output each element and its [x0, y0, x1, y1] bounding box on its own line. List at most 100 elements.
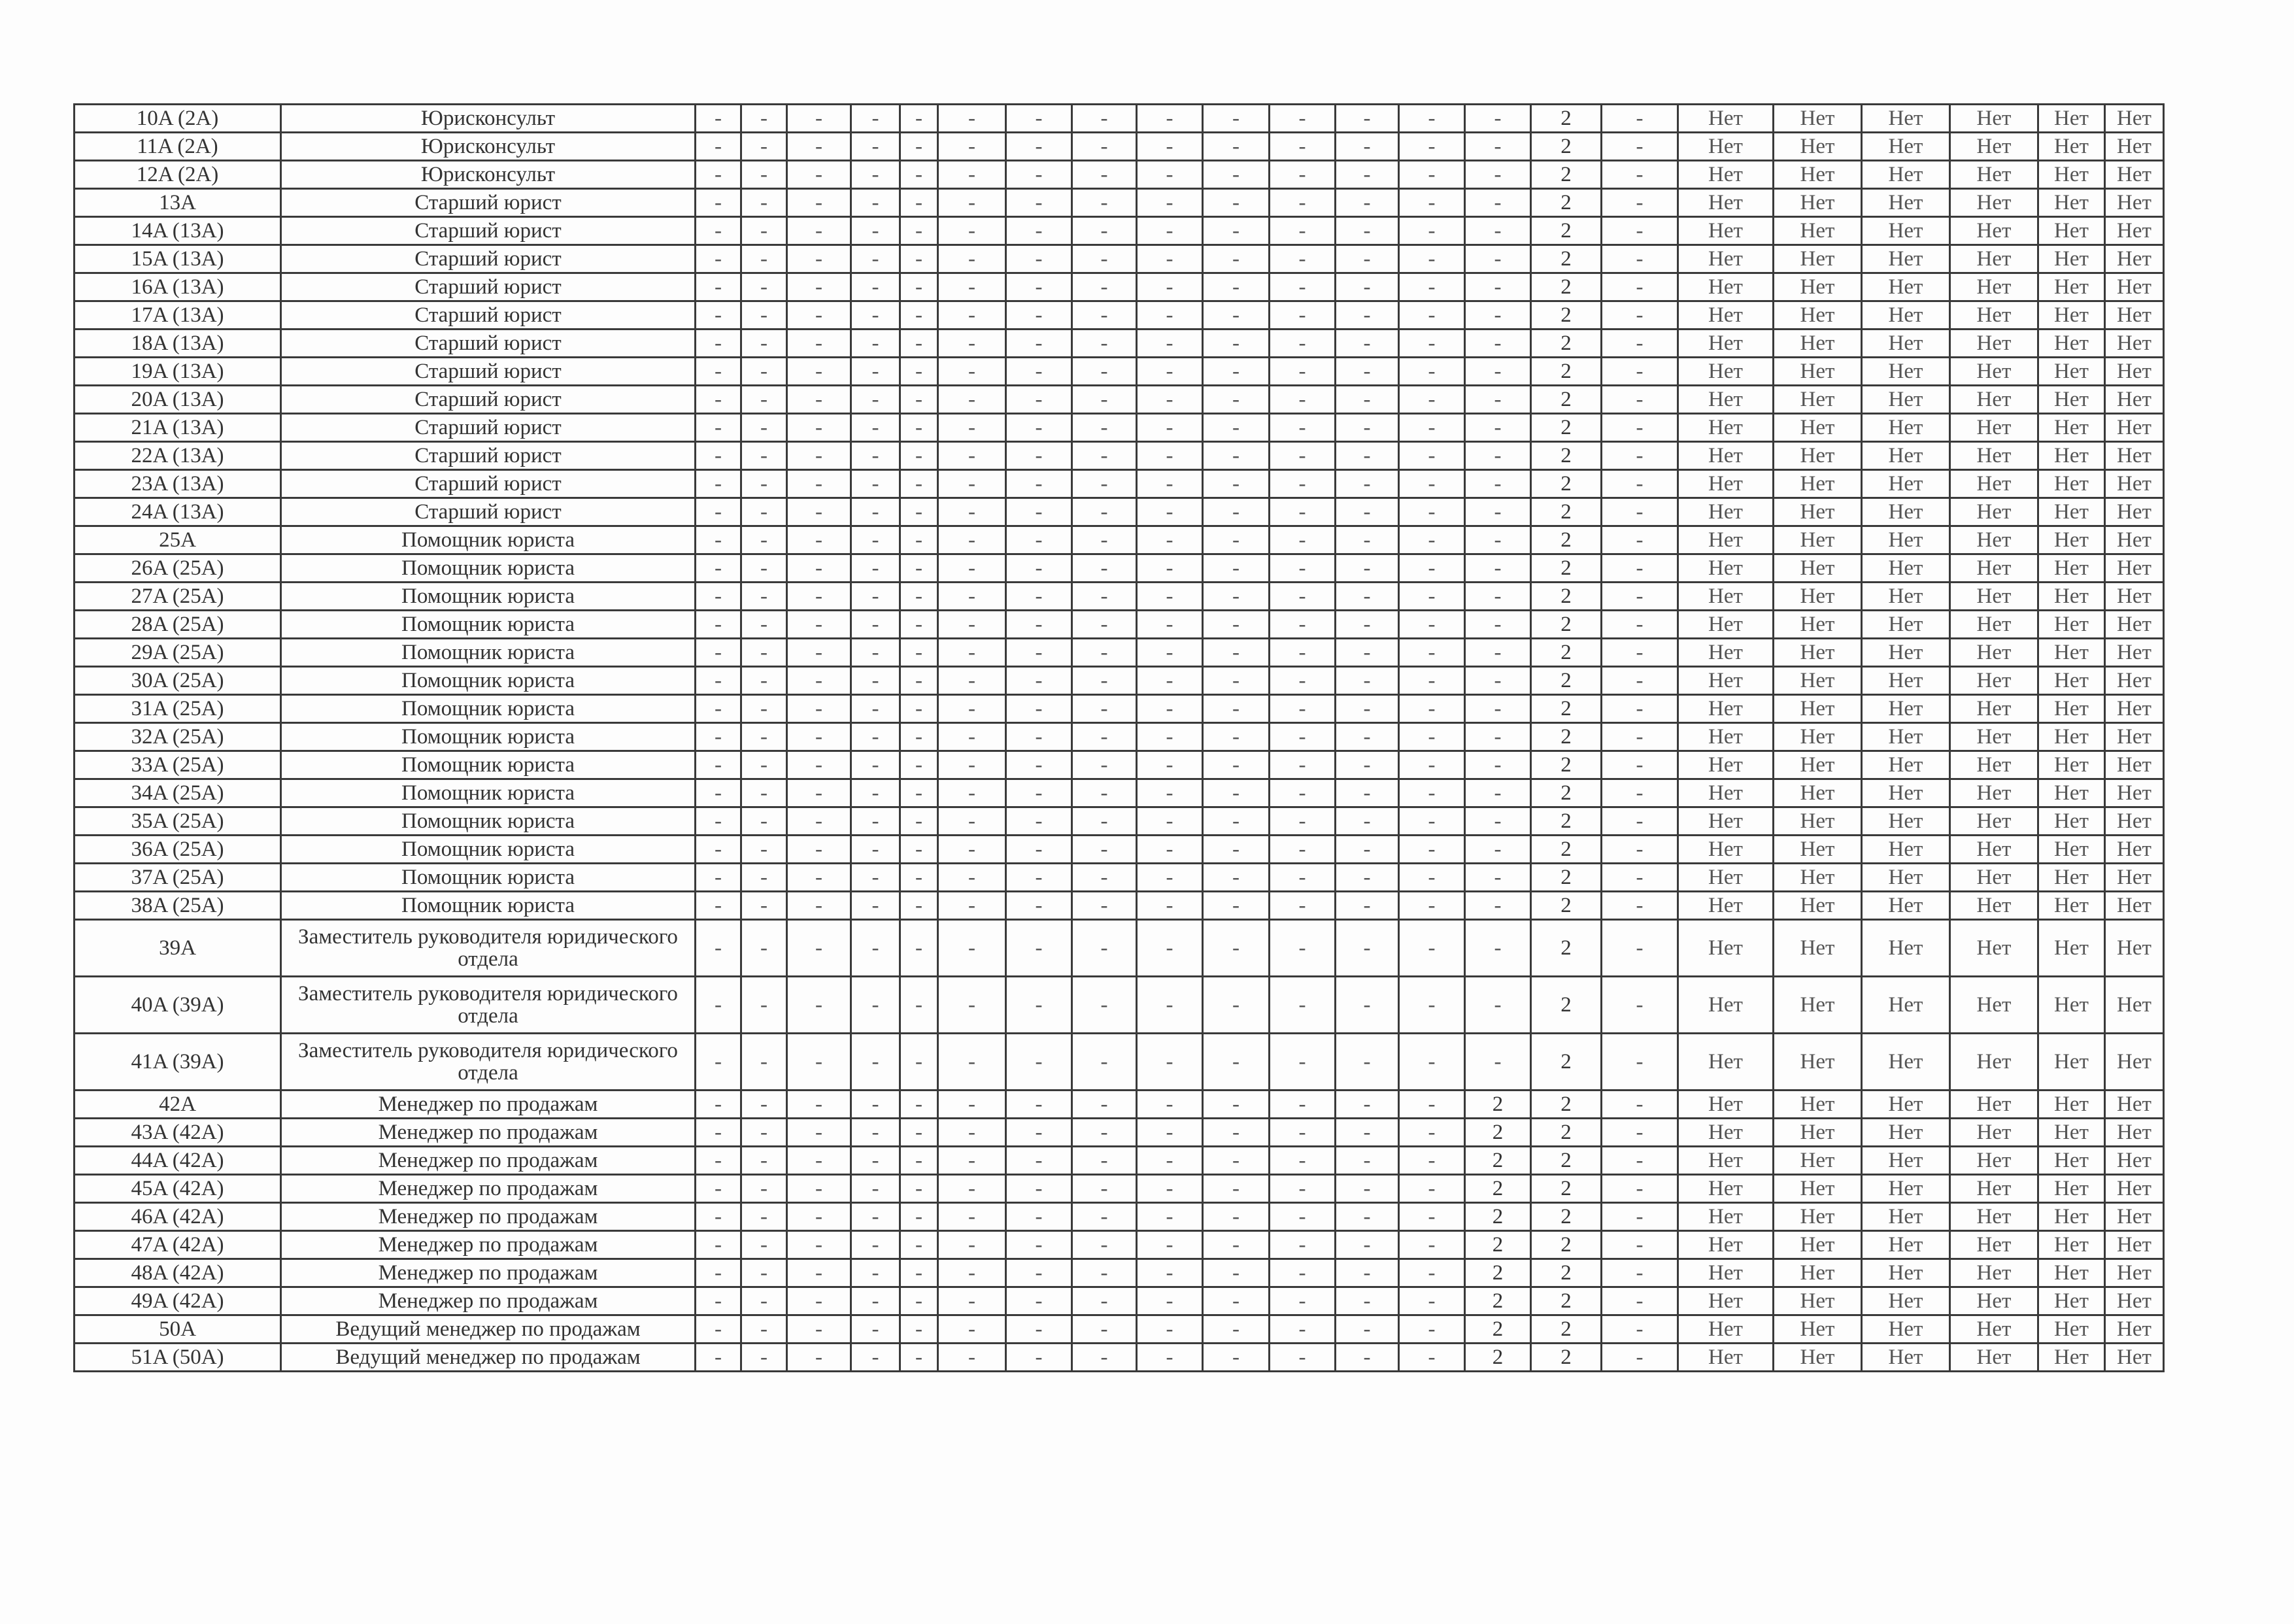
workplace-id-cell: 46A (42A) — [73, 1202, 282, 1232]
value-cell: - — [786, 778, 852, 808]
job-title-cell: Помощник юриста — [280, 525, 696, 555]
value-cell: Нет — [1949, 1117, 2039, 1147]
value-cell: Нет — [2037, 1089, 2106, 1119]
value-cell: - — [1334, 1314, 1400, 1344]
value-cell: - — [694, 553, 742, 583]
value-cell: - — [937, 328, 1007, 358]
value-cell: - — [899, 300, 939, 330]
value-cell: Нет — [1677, 1174, 1774, 1204]
value-cell: Нет — [1949, 497, 2039, 527]
value-cell: Нет — [1772, 131, 1863, 161]
value-cell: - — [899, 890, 939, 921]
value-cell: - — [899, 384, 939, 414]
value-cell: - — [1071, 637, 1138, 668]
value-cell: Нет — [2104, 919, 2165, 977]
value-cell: - — [1398, 553, 1466, 583]
value-cell: - — [786, 160, 852, 190]
value-cell: - — [786, 1258, 852, 1288]
workplace-id-cell: 42A — [73, 1089, 282, 1119]
value-cell: Нет — [1772, 750, 1863, 780]
value-cell: - — [1136, 1230, 1204, 1260]
value-cell: - — [1005, 919, 1073, 977]
workplace-id-cell: 15A (13A) — [73, 244, 282, 274]
value-cell: Нет — [2104, 553, 2165, 583]
value-cell: - — [1464, 244, 1532, 274]
value-cell: - — [694, 216, 742, 246]
value-cell: Нет — [2037, 862, 2106, 892]
value-cell: - — [850, 694, 901, 724]
value-cell: - — [1071, 890, 1138, 921]
value-cell: - — [740, 384, 788, 414]
value-cell: Нет — [2104, 160, 2165, 190]
value-cell: - — [1071, 188, 1138, 218]
value-cell: - — [1136, 1117, 1204, 1147]
value-cell: - — [850, 1117, 901, 1147]
value-cell: Нет — [2037, 188, 2106, 218]
value-cell: 2 — [1530, 778, 1602, 808]
value-cell: - — [899, 497, 939, 527]
value-cell: Нет — [1861, 609, 1951, 639]
value-cell: - — [1600, 441, 1679, 471]
value-cell: - — [1334, 890, 1400, 921]
value-cell: - — [1005, 694, 1073, 724]
value-cell: - — [1071, 131, 1138, 161]
value-cell: Нет — [1677, 1202, 1774, 1232]
value-cell: - — [1136, 413, 1204, 443]
value-cell: - — [694, 834, 742, 864]
value-cell: - — [1600, 1145, 1679, 1176]
value-cell: Нет — [1772, 806, 1863, 836]
value-cell: Нет — [2104, 1032, 2165, 1091]
job-title-cell: Помощник юриста — [280, 581, 696, 611]
value-cell: - — [1005, 244, 1073, 274]
value-cell: - — [937, 722, 1007, 752]
value-cell: Нет — [1677, 609, 1774, 639]
value-cell: Нет — [1772, 469, 1863, 499]
table-row: 51A (50A) Ведущий менеджер по продажам - - -… — [73, 1342, 2165, 1372]
value-cell: - — [899, 722, 939, 752]
value-cell: Нет — [2104, 694, 2165, 724]
value-cell: - — [694, 609, 742, 639]
value-cell: Нет — [1861, 553, 1951, 583]
value-cell: - — [1398, 103, 1466, 133]
value-cell: - — [850, 216, 901, 246]
value-cell: Нет — [1772, 975, 1863, 1034]
value-cell: - — [1005, 806, 1073, 836]
value-cell: - — [694, 1089, 742, 1119]
value-cell: - — [694, 1258, 742, 1288]
value-cell: - — [1136, 441, 1204, 471]
workplace-id-cell: 50A — [73, 1314, 282, 1344]
value-cell: - — [1334, 1032, 1400, 1091]
value-cell: Нет — [2104, 103, 2165, 133]
value-cell: - — [1600, 581, 1679, 611]
value-cell: Нет — [2037, 694, 2106, 724]
value-cell: - — [899, 862, 939, 892]
value-cell: - — [1005, 666, 1073, 696]
value-cell: Нет — [2037, 806, 2106, 836]
value-cell: Нет — [1861, 694, 1951, 724]
value-cell: Нет — [1949, 750, 2039, 780]
value-cell: - — [1071, 806, 1138, 836]
value-cell: Нет — [1861, 131, 1951, 161]
value-cell: - — [1071, 975, 1138, 1034]
value-cell: - — [899, 1089, 939, 1119]
value-cell: Нет — [1949, 1314, 2039, 1344]
value-cell: - — [1398, 609, 1466, 639]
value-cell: - — [937, 890, 1007, 921]
value-cell: Нет — [1677, 244, 1774, 274]
value-cell: - — [1005, 1145, 1073, 1176]
value-cell: - — [937, 834, 1007, 864]
workplace-id-cell: 44A (42A) — [73, 1145, 282, 1176]
value-cell: - — [694, 469, 742, 499]
value-cell: - — [1600, 1286, 1679, 1316]
value-cell: - — [740, 1089, 788, 1119]
table-row: 18A (13A) Старший юрист - - - - - - - - - - - - - -2- Не… — [73, 328, 2165, 358]
value-cell: Нет — [2037, 1342, 2106, 1372]
value-cell: Нет — [1861, 441, 1951, 471]
value-cell: Нет — [1677, 1230, 1774, 1260]
value-cell: - — [786, 1145, 852, 1176]
value-cell: - — [850, 188, 901, 218]
value-cell: - — [1334, 300, 1400, 330]
value-cell: - — [1071, 1342, 1138, 1372]
value-cell: - — [1136, 1145, 1204, 1176]
value-cell: Нет — [1677, 666, 1774, 696]
